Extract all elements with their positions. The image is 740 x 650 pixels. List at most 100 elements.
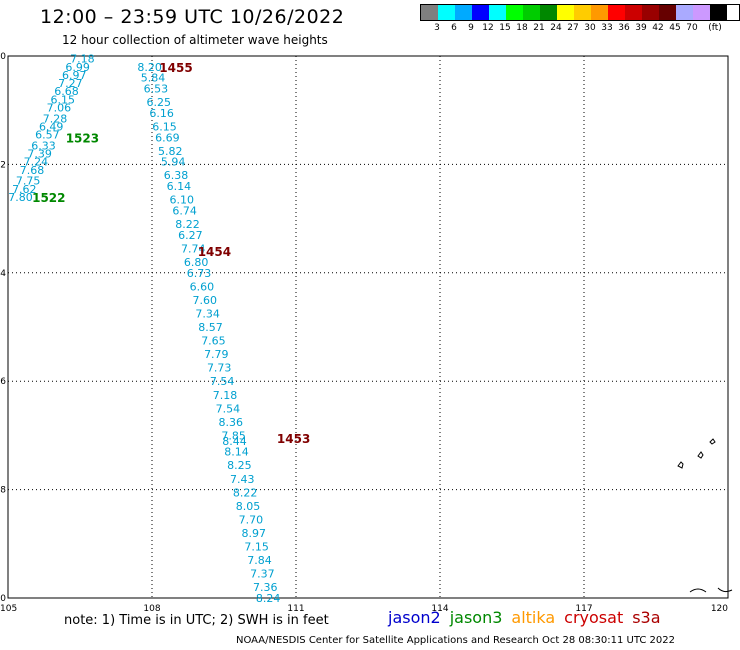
latitude-label: -20 bbox=[0, 594, 6, 604]
longitude-label: 105 bbox=[0, 604, 17, 614]
satellite-name: s3a bbox=[632, 608, 661, 627]
wave-height-value: 6.38 bbox=[164, 169, 189, 182]
island-shape bbox=[697, 451, 704, 459]
legend-label: 6 bbox=[451, 23, 457, 33]
wave-height-value: 6.14 bbox=[167, 180, 192, 193]
wave-height-value: 7.36 bbox=[253, 581, 278, 594]
latitude-label: -10 bbox=[0, 52, 6, 62]
page-title: 12:00 – 23:59 UTC 10/26/2022 bbox=[40, 6, 345, 28]
pass-time-label: 1455 bbox=[159, 61, 192, 75]
wave-height-value: 7.79 bbox=[204, 348, 229, 361]
legend-label: 45 bbox=[669, 23, 681, 33]
coastline bbox=[677, 438, 733, 593]
map-grid bbox=[7, 55, 729, 599]
wave-height-value: 6.53 bbox=[144, 83, 169, 96]
wave-height-value: 6.60 bbox=[190, 280, 215, 293]
latitude-label: -16 bbox=[0, 377, 6, 387]
wave-height-value: 8.20 bbox=[137, 61, 162, 74]
legend-swatch bbox=[608, 5, 625, 20]
legend-label: 15 bbox=[499, 23, 511, 33]
color-legend: 3 6 9 12 15 18 21 24 27 30 33 36 39 42 45 70 (ft) bbox=[420, 4, 740, 37]
wave-height-value: 7.15 bbox=[244, 541, 269, 554]
footer-note: note: 1) Time is in UTC; 2) SWH is in fe… bbox=[64, 613, 329, 628]
wave-height-value: 6.69 bbox=[155, 131, 180, 144]
legend-label: 30 bbox=[584, 23, 596, 33]
wave-height-value: 6.15 bbox=[152, 120, 177, 133]
satellite-name: cryosat bbox=[564, 608, 624, 627]
legend-swatch bbox=[642, 5, 659, 20]
longitude-label: 114 bbox=[431, 604, 448, 614]
latitude-label: -14 bbox=[0, 269, 6, 279]
axis-labels: -10 -12 -14 -16 -18 -20105 108 111 114 117 120 bbox=[0, 52, 728, 614]
wave-height-value: 7.54 bbox=[216, 402, 241, 415]
wave-height-value: 7.74 bbox=[181, 242, 206, 255]
legend-swatch bbox=[693, 5, 710, 20]
legend-swatch bbox=[574, 5, 591, 20]
legend-swatch bbox=[455, 5, 472, 20]
wave-height-value: 6.73 bbox=[187, 267, 212, 280]
wave-height-value: 7.75 bbox=[16, 175, 41, 188]
legend-swatch bbox=[472, 5, 489, 20]
legend-swatch bbox=[489, 5, 506, 20]
longitude-label: 120 bbox=[711, 604, 728, 614]
wave-height-value: 5.82 bbox=[158, 145, 183, 158]
wave-height-value: 8.22 bbox=[175, 218, 200, 231]
wave-height-value: 7.18 bbox=[213, 389, 238, 402]
wave-height-value: 8.36 bbox=[218, 416, 243, 429]
wave-height-value: 6.33 bbox=[31, 139, 56, 152]
wave-height-value: 8.22 bbox=[233, 486, 258, 499]
wave-height-value: 6.15 bbox=[50, 93, 75, 106]
wave-height-value: 6.80 bbox=[184, 256, 209, 269]
wave-height-value: 8.97 bbox=[242, 527, 267, 540]
wave-height-value: 7.68 bbox=[20, 164, 45, 177]
legend-label: 70 bbox=[686, 23, 698, 33]
legend-label: 12 bbox=[482, 23, 494, 33]
wave-height-value: 7.70 bbox=[239, 513, 264, 526]
wave-height-value: 7.18 bbox=[70, 53, 95, 66]
legend-label: 21 bbox=[533, 23, 545, 33]
legend-label: (ft) bbox=[708, 23, 722, 33]
wave-height-value: 6.27 bbox=[178, 229, 203, 242]
wave-height-value: 7.37 bbox=[250, 568, 275, 581]
wave-height-value: 8.05 bbox=[236, 500, 261, 513]
wave-height-value: 7.85 bbox=[221, 429, 246, 442]
satellite-name: jason3 bbox=[449, 608, 503, 627]
wave-height-value: 7.34 bbox=[195, 307, 220, 320]
pass-time-label: 1522 bbox=[32, 191, 65, 205]
legend-swatch bbox=[421, 5, 438, 20]
longitude-label: 117 bbox=[575, 604, 592, 614]
legend-label: 3 bbox=[434, 23, 440, 33]
wave-height-value: 7.39 bbox=[27, 148, 52, 161]
wave-height-value: 7.43 bbox=[230, 473, 255, 486]
wave-height-value: 7.73 bbox=[207, 362, 232, 375]
wave-height-value: 6.99 bbox=[65, 61, 90, 74]
wave-height-value: 7.84 bbox=[247, 554, 272, 567]
legend-label: 42 bbox=[652, 23, 664, 33]
pass-time-labels: 1455 1523 1522 1454 1453 bbox=[32, 61, 310, 446]
legend-label: 18 bbox=[516, 23, 528, 33]
legend-swatch bbox=[540, 5, 557, 20]
legend-swatch bbox=[591, 5, 608, 20]
island-shape bbox=[709, 438, 716, 445]
legend-swatch bbox=[659, 5, 676, 20]
wave-height-value: 6.49 bbox=[39, 120, 64, 133]
latitude-label: -12 bbox=[0, 160, 6, 170]
legend-label: 36 bbox=[618, 23, 630, 33]
pass-time-label: 1453 bbox=[277, 432, 310, 446]
legend-label: 9 bbox=[468, 23, 474, 33]
legend-swatch bbox=[625, 5, 642, 20]
coastline-edge bbox=[689, 587, 733, 593]
legend-swatch bbox=[710, 5, 727, 20]
wave-height-value: 7.28 bbox=[43, 112, 68, 125]
wave-height-value: 6.74 bbox=[172, 204, 197, 217]
wave-height-value: 7.54 bbox=[210, 375, 235, 388]
legend-swatch bbox=[557, 5, 574, 20]
wave-height-value: 7.80 bbox=[8, 191, 33, 204]
legend-swatch bbox=[506, 5, 523, 20]
page-subtitle: 12 hour collection of altimeter wave hei… bbox=[62, 33, 328, 47]
legend-swatch bbox=[523, 5, 540, 20]
pass-time-label: 1454 bbox=[198, 245, 231, 259]
wave-height-value: 7.62 bbox=[12, 183, 37, 196]
wave-height-value: 6.16 bbox=[149, 107, 174, 120]
